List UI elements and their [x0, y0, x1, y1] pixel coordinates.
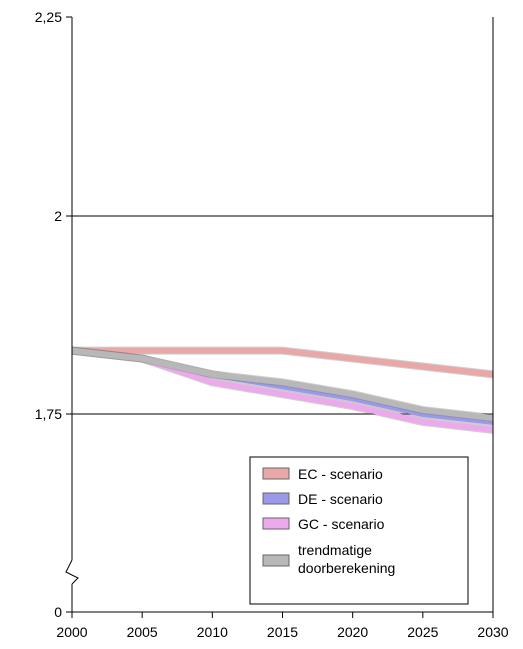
x-tick-label-4: 2020: [337, 624, 368, 640]
axis-break-mark: [65, 559, 79, 585]
legend-swatch-1: [262, 492, 290, 505]
legend-label-0: EC - scenario: [298, 466, 383, 482]
legend-swatch-2: [262, 517, 290, 530]
legend-label-2: GC - scenario: [298, 516, 385, 532]
x-tick-label-6: 2030: [477, 624, 508, 640]
legend: EC - scenario DE - scenario GC - scenario t…: [249, 456, 469, 605]
legend-label-3: trendmatige doorberekening: [298, 542, 395, 576]
series-line-0: [72, 347, 494, 378]
series-line-3: [71, 347, 494, 421]
axes: [65, 16, 494, 618]
legend-label-line-2: doorberekening: [298, 560, 395, 576]
x-tick-label-2: 2010: [197, 624, 228, 640]
y-tick-label-3: 0: [54, 604, 62, 620]
y-tick-label-2: 1,75: [35, 406, 62, 422]
y-tick-label-0: 2,25: [35, 9, 62, 25]
legend-swatch-3: [262, 554, 290, 567]
legend-box: [249, 456, 469, 605]
legend-label-1: DE - scenario: [298, 491, 383, 507]
x-tick-label-3: 2015: [267, 624, 298, 640]
x-tick-label-5: 2025: [407, 624, 438, 640]
tick-labels: 2,25 2 1,75 0 2000 2005 2010 2015 2020 2025 2030: [35, 9, 509, 640]
x-tick-label-0: 2000: [56, 624, 87, 640]
legend-swatch-0: [262, 467, 290, 480]
y-tick-label-1: 2: [54, 208, 62, 224]
x-tick-label-1: 2005: [127, 624, 158, 640]
legend-label-line-1: trendmatige: [298, 542, 372, 558]
series-lines: [71, 346, 494, 434]
